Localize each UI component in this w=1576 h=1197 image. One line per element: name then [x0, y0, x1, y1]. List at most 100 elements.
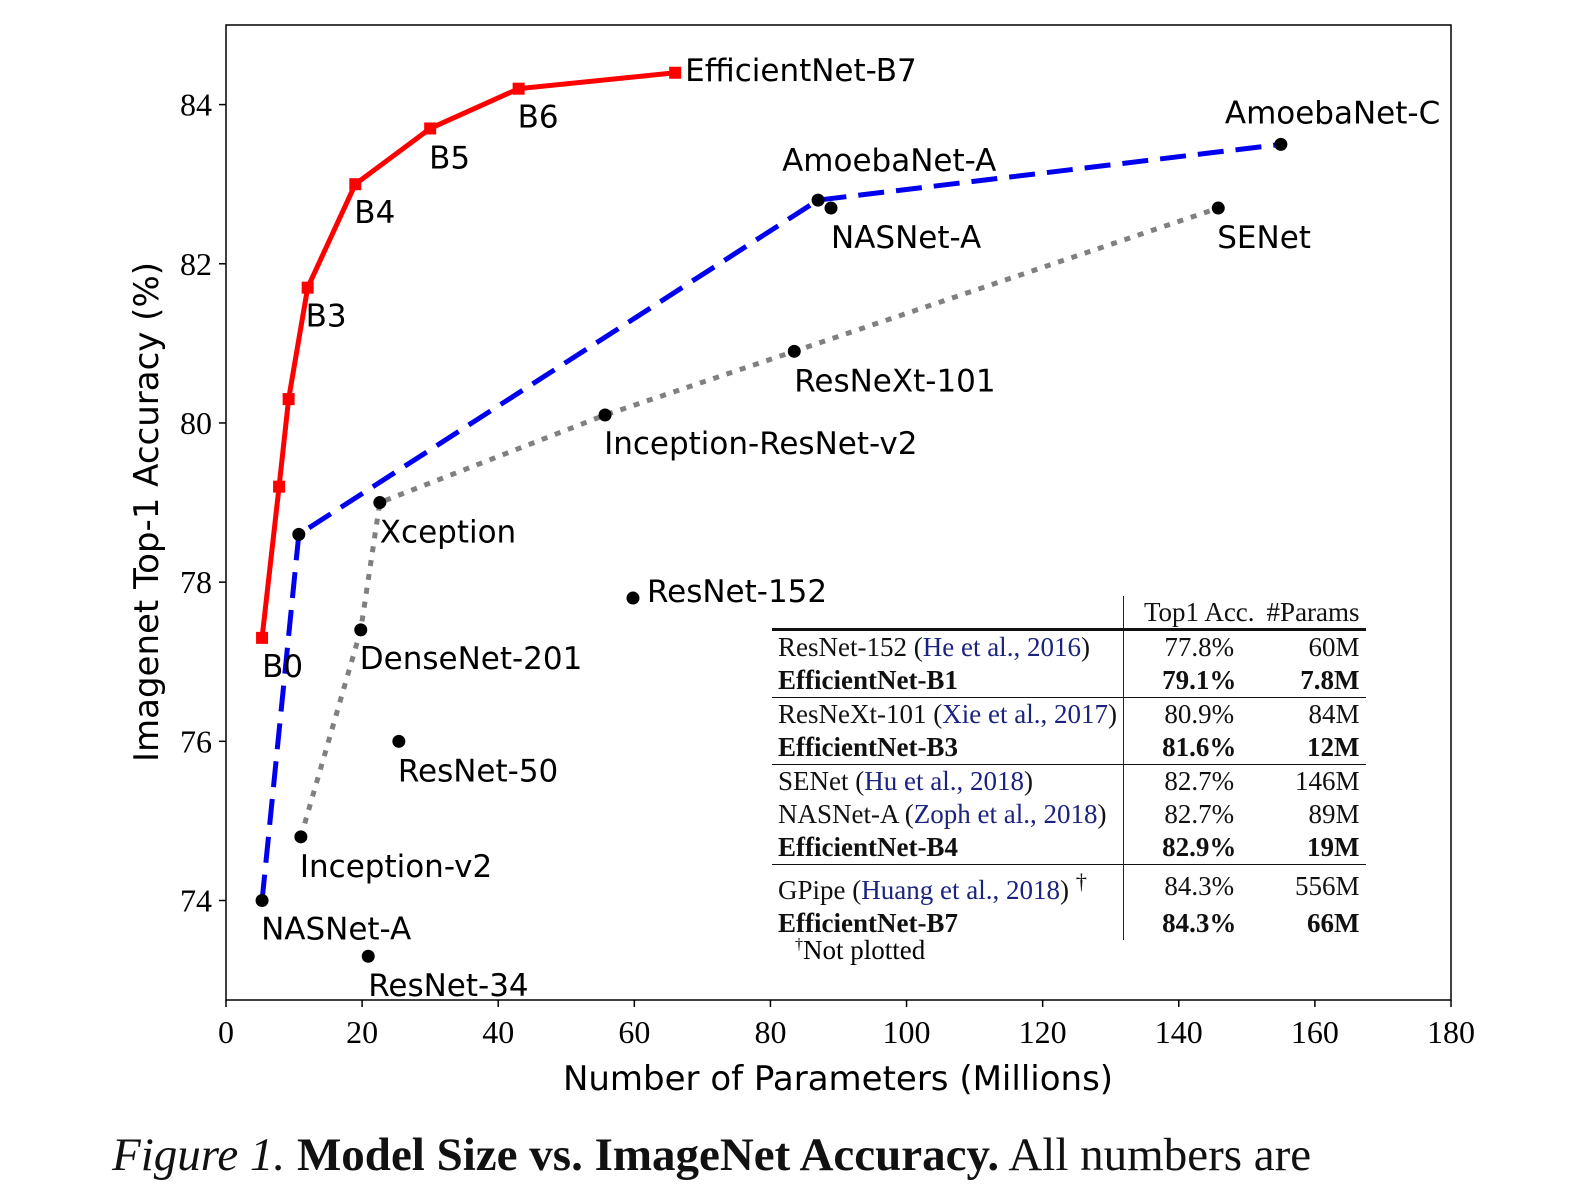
data-point	[349, 178, 362, 191]
plot-frame	[225, 24, 1452, 1001]
point-label: B3	[306, 299, 347, 335]
caption-figure-number: Figure 1.	[112, 1129, 286, 1181]
point-label: EfficientNet-B7	[685, 53, 917, 89]
x-tick-label: 120	[1019, 1014, 1067, 1050]
data-point	[598, 408, 612, 422]
params-cell: 556M	[1260, 864, 1366, 907]
model-cell: EfficientNet-B3	[772, 731, 1124, 765]
point-label: DenseNet-201	[360, 641, 583, 677]
data-point	[1211, 201, 1225, 215]
figure-caption: Figure 1. Model Size vs. ImageNet Accura…	[112, 1128, 1311, 1182]
data-point	[811, 193, 825, 207]
params-cell: 12M	[1307, 732, 1360, 762]
point-label: AmoebaNet-A	[782, 143, 996, 179]
citation-link[interactable]: He et al., 2016	[922, 632, 1081, 662]
params-cell: 84M	[1260, 697, 1366, 731]
table-header: Top1 Acc.	[1143, 597, 1255, 627]
params-cell: 89M	[1308, 799, 1360, 829]
data-point	[512, 82, 525, 95]
params-cell: 60M	[1260, 628, 1366, 664]
data-point	[373, 496, 387, 510]
acc-cell: 84.3%	[1123, 864, 1261, 907]
y-axis-label: Imagenet Top-1 Accuracy (%)	[127, 262, 167, 762]
point-label: AmoebaNet-C	[1225, 95, 1440, 131]
params-cell: 146M	[1260, 764, 1366, 798]
acc-cell: 82.7%	[1164, 799, 1235, 829]
x-tick-label: 20	[346, 1014, 378, 1050]
params-cell: 66M	[1307, 908, 1360, 938]
table-row: EfficientNet-B3 81.6% 12M	[772, 731, 1366, 765]
model-cell: EfficientNet-B1	[772, 664, 1124, 698]
params-cell: 19M	[1307, 832, 1360, 862]
data-point	[824, 201, 838, 215]
x-tick-label: 100	[883, 1014, 931, 1050]
model-cell: ResNeXt-101 (Xie et al., 2017)	[772, 697, 1124, 731]
params-cell: 7.8M	[1300, 665, 1360, 695]
model-cell: ResNet-152 (He et al., 2016)	[772, 628, 1124, 664]
acc-cell: 79.1%	[1162, 665, 1237, 695]
data-point	[282, 393, 295, 406]
citation-link[interactable]: Xie et al., 2017	[942, 699, 1108, 729]
point-label: Xception	[380, 515, 516, 551]
acc-cell: 82.9%	[1162, 832, 1237, 862]
acc-cell: 81.6%	[1162, 732, 1237, 762]
acc-cell: 77.8%	[1123, 628, 1261, 664]
model-cell: EfficientNet-B4	[772, 831, 1124, 865]
table-header: #Params	[1266, 597, 1360, 627]
data-point	[1274, 137, 1288, 151]
x-tick-label: 0	[218, 1014, 234, 1050]
point-label: Inception-v2	[300, 849, 492, 885]
table-row: GPipe (Huang et al., 2018) † 84.3% 556M	[772, 864, 1366, 907]
point-label: B4	[354, 195, 395, 231]
x-tick-label: 40	[482, 1014, 514, 1050]
table-header	[772, 596, 1124, 630]
citation-link[interactable]: Zoph et al., 2018	[913, 799, 1098, 829]
acc-cell: 82.7%	[1123, 764, 1261, 798]
point-label: B6	[518, 100, 559, 136]
point-label: SENet	[1217, 220, 1311, 256]
x-axis-label: Number of Parameters (Millions)	[563, 1059, 1113, 1099]
y-tick-label: 78	[180, 564, 212, 600]
x-tick-label: 140	[1155, 1014, 1203, 1050]
table-row: SENet (Hu et al., 2018) 82.7% 146M	[772, 764, 1366, 798]
series-line-0	[259, 70, 676, 639]
acc-cell: 80.9%	[1123, 697, 1261, 731]
x-tick-label: 60	[618, 1014, 650, 1050]
model-cell: SENet (Hu et al., 2018)	[772, 764, 1124, 798]
table-footnote: †Not plotted	[795, 935, 926, 965]
citation-link[interactable]: Huang et al., 2018	[861, 875, 1060, 905]
y-tick-label: 84	[180, 87, 212, 123]
citation-link[interactable]: Hu et al., 2018	[864, 766, 1024, 796]
point-label: ResNet-50	[398, 753, 558, 789]
data-point	[255, 894, 269, 908]
data-point	[354, 623, 368, 637]
data-point	[256, 631, 269, 644]
data-point	[669, 66, 682, 79]
y-tick-label: 76	[180, 723, 212, 759]
caption-text: All numbers are	[1008, 1129, 1312, 1181]
data-point	[424, 122, 437, 135]
comparison-table: Top1 Acc. #Params ResNet-152 (He et al., 2…	[772, 596, 1366, 940]
data-point	[273, 480, 286, 493]
y-tick-label: 80	[180, 405, 212, 441]
table-row: ResNet-152 (He et al., 2016) 77.8% 60M	[772, 628, 1366, 664]
x-tick-label: 180	[1427, 1014, 1475, 1050]
data-point	[361, 949, 375, 963]
x-tick-label: 80	[754, 1014, 786, 1050]
point-label: NASNet-A	[261, 912, 411, 948]
series-line-1	[259, 141, 1282, 901]
caption-title: Model Size vs. ImageNet Accuracy.	[296, 1129, 1000, 1181]
table-row: NASNet-A (Zoph et al., 2018) 82.7% 89M	[772, 798, 1366, 831]
series-line-2	[298, 205, 1220, 838]
table-row: EfficientNet-B7 84.3% 66M	[772, 907, 1366, 940]
data-point	[294, 830, 308, 844]
point-label: ResNet-34	[368, 968, 528, 1004]
point-label: Inception-ResNet-v2	[604, 426, 917, 462]
acc-cell: 84.3%	[1162, 908, 1237, 938]
data-point	[292, 527, 306, 541]
point-label: NASNet-A	[831, 220, 981, 256]
data-point	[301, 281, 314, 294]
model-cell: EfficientNet-B7	[772, 907, 1124, 940]
model-cell: GPipe (Huang et al., 2018) †	[772, 864, 1124, 907]
